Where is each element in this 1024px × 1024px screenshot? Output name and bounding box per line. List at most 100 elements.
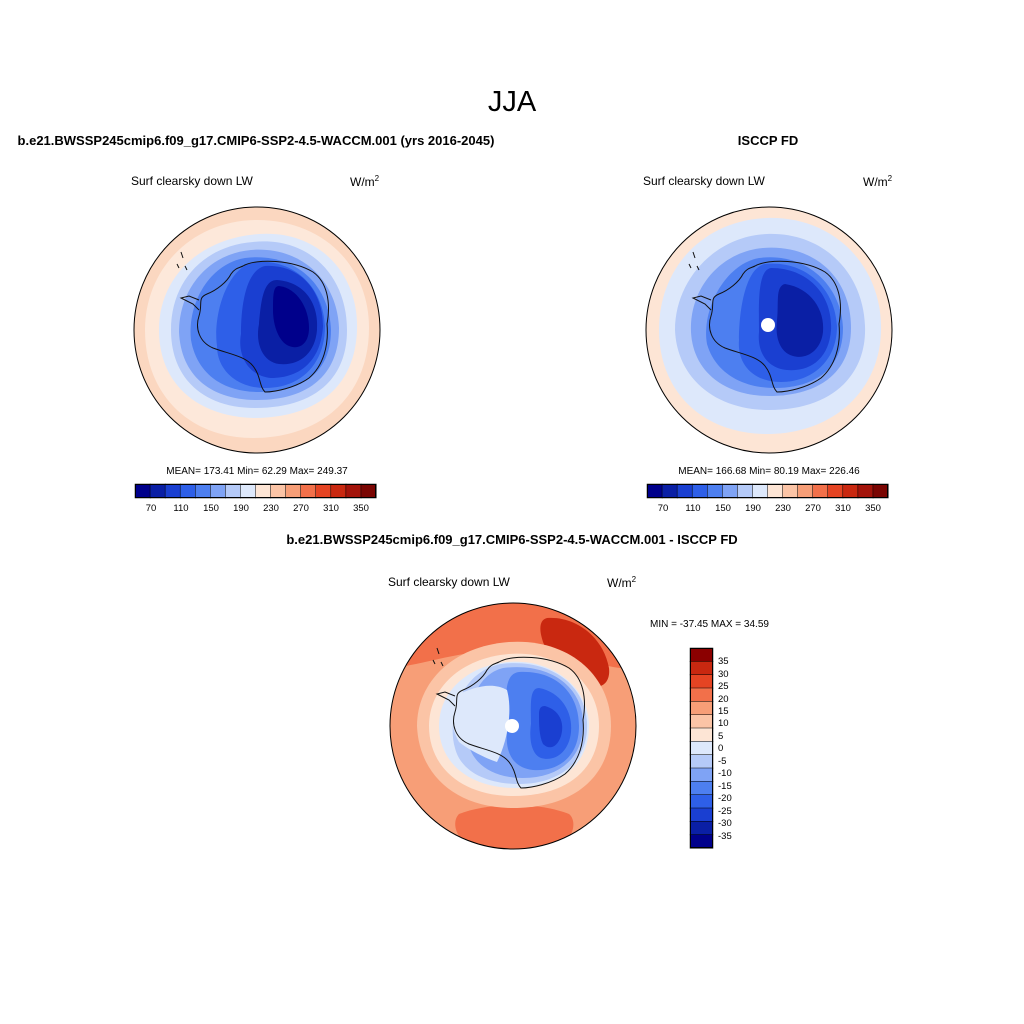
panel-3-colorbar-tick: 25 xyxy=(718,681,729,692)
panel-1-variable-label: Surf clearsky down LW xyxy=(131,174,253,188)
colorbar-swatch xyxy=(676,483,693,499)
panel-2-coastline-peninsula xyxy=(691,295,712,311)
panel-3-colorbar-tick: 20 xyxy=(718,694,729,705)
panel-2-colorbar-tick: 110 xyxy=(685,503,701,514)
colorbar-swatch xyxy=(752,483,769,499)
panel-2-colorbar-tick: 150 xyxy=(715,503,731,514)
panel-3-coastline-islands xyxy=(432,647,444,667)
colorbar-swatch xyxy=(689,701,714,716)
colorbar-swatch xyxy=(827,483,844,499)
panel-1-map-border xyxy=(133,206,381,454)
colorbar-swatch xyxy=(661,483,678,499)
colorbar-swatch xyxy=(689,794,714,809)
colorbar-swatch xyxy=(689,807,714,822)
panel-1-colorbar-tick: 190 xyxy=(233,503,249,514)
panel-3-colorbar-tick: 30 xyxy=(718,669,729,680)
panel-3-max-positive xyxy=(540,617,610,687)
panel-2-colorbar xyxy=(646,483,889,499)
panel-3-colorbar-tick: -30 xyxy=(718,818,732,829)
colorbar-swatch xyxy=(360,483,377,499)
panel-3-polar-map xyxy=(389,602,637,850)
colorbar-swatch xyxy=(689,754,714,769)
panel-3-colorbar-tick: -15 xyxy=(718,781,732,792)
colorbar-swatch xyxy=(240,483,257,499)
panel-1-contour-min xyxy=(273,286,309,348)
panel-2-pole-hole xyxy=(761,318,775,332)
panel-2-map-border xyxy=(645,206,893,454)
panel-3-stats: MIN = -37.45 MAX = 34.59 xyxy=(650,619,769,630)
colorbar-swatch xyxy=(689,821,714,836)
panel-2-variable-label: Surf clearsky down LW xyxy=(643,174,765,188)
panel-3-colorbar-tick: 5 xyxy=(718,731,724,742)
colorbar-swatch xyxy=(842,483,859,499)
panel-1-colorbar-tick: 150 xyxy=(203,503,219,514)
colorbar-swatch xyxy=(707,483,723,499)
panel-3-south-positive xyxy=(455,805,574,849)
panel-3-band-neg25 xyxy=(539,706,563,748)
colorbar-swatch xyxy=(134,483,151,499)
panel-3-colorbar xyxy=(689,647,714,849)
colorbar-swatch xyxy=(315,483,332,499)
colorbar-swatch xyxy=(872,483,889,499)
panel-3-coastline-peninsula xyxy=(435,691,456,707)
panel-2-title: ISCCP FD xyxy=(737,133,799,148)
panel-2-colorbar-frame xyxy=(647,484,888,498)
colorbar-swatch xyxy=(689,647,714,662)
colorbar-swatch xyxy=(149,483,166,499)
panel-3-title: b.e21.BWSSP245cmip6.f09_g17.CMIP6-SSP2-4… xyxy=(286,532,738,547)
panel-1-colorbar-tick: 350 xyxy=(353,503,369,514)
panel-3-colorbar-tick: -35 xyxy=(718,831,732,842)
panel-1-colorbar-tick: 110 xyxy=(173,503,189,514)
panel-3-colorbar-tick: -25 xyxy=(718,806,732,817)
colorbar-swatch xyxy=(210,483,226,499)
panel-1-coastline-islands xyxy=(176,251,188,271)
colorbar-swatch xyxy=(722,483,738,499)
colorbar-swatch xyxy=(857,483,874,499)
panel-2-contour-80 xyxy=(776,284,824,357)
panel-1-coastline xyxy=(197,260,329,393)
colorbar-swatch xyxy=(812,483,829,499)
colorbar-swatch xyxy=(225,483,241,499)
colorbar-swatch xyxy=(782,483,799,499)
panel-1-title: b.e21.BWSSP245cmip6.f09_g17.CMIP6-SSP2-4… xyxy=(17,133,495,148)
panel-1-colorbar-tick: 70 xyxy=(145,503,157,514)
colorbar-swatch xyxy=(689,834,714,849)
panel-3-map-border xyxy=(389,602,637,850)
panel-3-colorbar-tick: 35 xyxy=(718,656,729,667)
colorbar-swatch xyxy=(164,483,181,499)
colorbar-swatch xyxy=(646,483,663,499)
colorbar-swatch xyxy=(345,483,362,499)
panel-1-stats: MEAN= 173.41 Min= 62.29 Max= 249.37 xyxy=(166,466,348,477)
panel-3-colorbar-tick: -20 xyxy=(718,793,732,804)
panel-3-colorbar-frame xyxy=(690,648,713,848)
colorbar-swatch xyxy=(797,483,814,499)
colorbar-swatch xyxy=(689,741,714,756)
panel-3-variable-label: Surf clearsky down LW xyxy=(388,575,510,589)
panel-1-colorbar-tick: 230 xyxy=(263,503,279,514)
colorbar-swatch xyxy=(330,483,347,499)
colorbar-swatch xyxy=(689,781,714,796)
panel-3-pole-hole xyxy=(505,719,519,733)
panel-2-colorbar-tick: 70 xyxy=(657,503,669,514)
panel-2-colorbar-tick: 190 xyxy=(745,503,761,514)
colorbar-swatch xyxy=(689,687,714,702)
panel-1-units: W/m2 xyxy=(350,174,380,189)
colorbar-swatch xyxy=(737,483,753,499)
panel-1-colorbar xyxy=(134,483,377,499)
panel-3-colorbar-tick: 0 xyxy=(718,743,724,754)
panel-2-coastline xyxy=(709,260,841,393)
panel-2-polar-map xyxy=(645,206,893,454)
figure-title: JJA xyxy=(487,86,537,118)
colorbar-swatch xyxy=(179,483,196,499)
colorbar-swatch xyxy=(689,661,714,676)
panel-2-colorbar-tick: 350 xyxy=(865,503,881,514)
panel-3-colorbar-tick: 10 xyxy=(718,718,729,729)
colorbar-swatch xyxy=(691,483,708,499)
panel-1-polar-map xyxy=(133,206,381,454)
panel-1-colorbar-frame xyxy=(135,484,376,498)
panel-1-colorbar-tick: 270 xyxy=(293,503,309,514)
panel-1-coastline-peninsula xyxy=(179,295,200,311)
panel-2-colorbar-tick: 270 xyxy=(805,503,821,514)
colorbar-swatch xyxy=(689,727,714,742)
panel-2-colorbar-tick: 230 xyxy=(775,503,791,514)
